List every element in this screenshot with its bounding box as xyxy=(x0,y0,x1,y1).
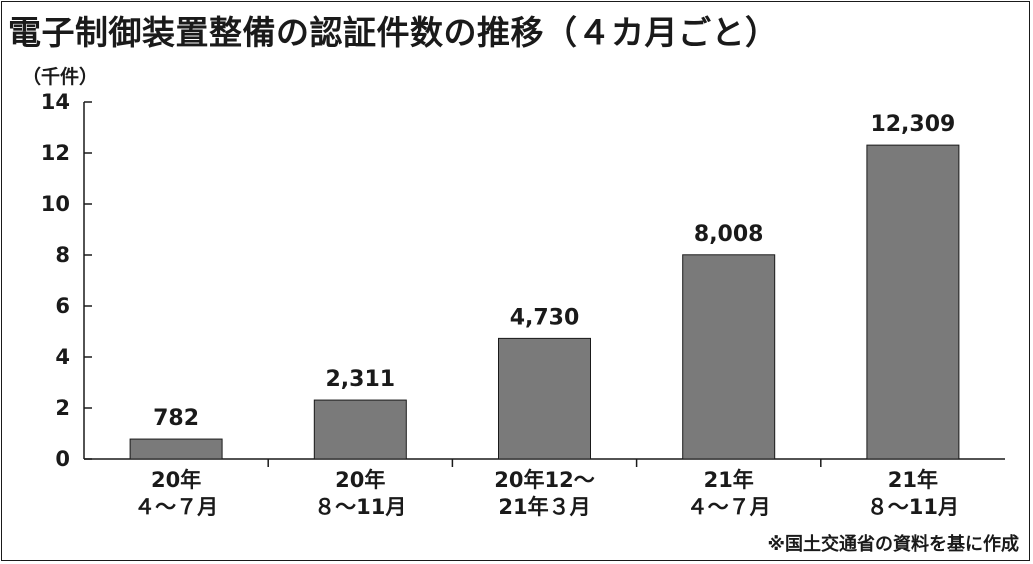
bar-value-label: 8,008 xyxy=(694,222,764,247)
y-tick-label: 10 xyxy=(41,192,70,216)
bar-value-label: 2,311 xyxy=(326,367,396,392)
x-tick-label: 20年 xyxy=(151,468,201,492)
chart-title: 電子制御装置整備の認証件数の推移（４カ月ごと） xyxy=(8,13,779,52)
y-tick-label: 12 xyxy=(41,141,70,165)
x-tick-label: 21年３月 xyxy=(498,495,590,519)
bar xyxy=(682,254,776,460)
y-tick-label: 4 xyxy=(55,345,70,369)
x-tick-label: 20年 xyxy=(335,468,385,492)
bar xyxy=(313,399,407,460)
x-tick-label: ４～７月 xyxy=(687,495,771,519)
bar xyxy=(866,144,960,460)
y-tick-label: 8 xyxy=(55,243,70,267)
bar xyxy=(129,438,223,460)
y-tick-label: 2 xyxy=(55,396,70,420)
bar-value-label: 4,730 xyxy=(510,305,580,330)
x-tick-label: ８～11月 xyxy=(867,495,959,519)
bar-value-label: 12,309 xyxy=(870,112,955,137)
x-tick-label: 21年 xyxy=(704,468,754,492)
source-note: ※国土交通省の資料を基に作成 xyxy=(767,534,1020,555)
x-tick-label: ４～７月 xyxy=(134,495,218,519)
x-tick-label: 21年 xyxy=(888,468,938,492)
y-tick-label: 0 xyxy=(55,447,70,471)
x-tick-label: 20年12～ xyxy=(494,468,594,492)
y-tick-label: 6 xyxy=(55,294,70,318)
y-tick-label: 14 xyxy=(41,90,70,114)
x-tick-label: ８～11月 xyxy=(314,495,406,519)
bar xyxy=(498,337,591,460)
y-axis-unit-label: （千件） xyxy=(22,66,99,88)
bar-value-label: 782 xyxy=(153,406,199,431)
